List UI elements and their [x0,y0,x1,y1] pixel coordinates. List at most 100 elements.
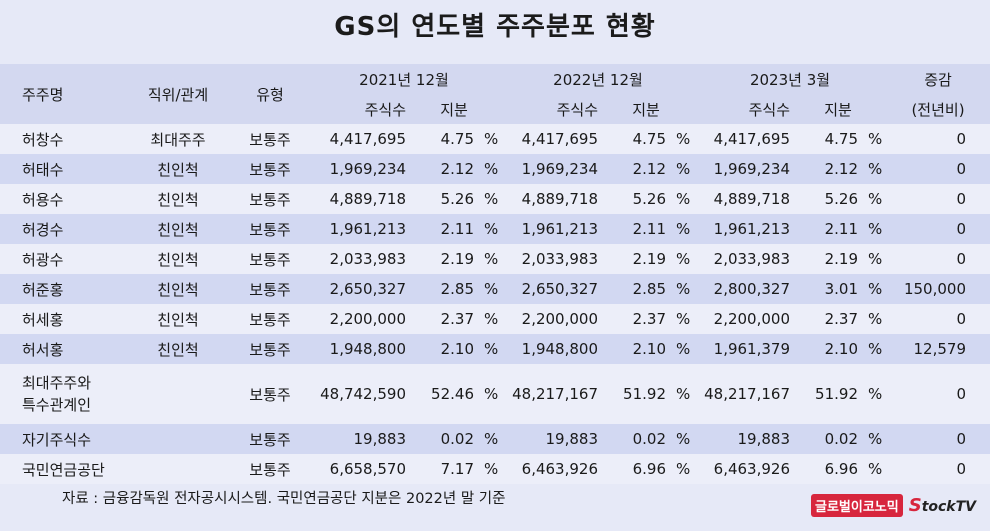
cell-p1: 2.19 [406,244,474,274]
cell-chg: 0 [886,214,990,244]
cell-s2: 1,961,213 [502,214,598,244]
cell-name: 허세홍 [0,304,122,334]
cell-s2: 4,417,695 [502,124,598,154]
cell-p3: 5.26 [790,184,858,214]
cell-p3: 2.37 [790,304,858,334]
cell-s1: 4,417,695 [306,124,406,154]
cell-name: 허광수 [0,244,122,274]
cell-type: 보통주 [234,304,306,334]
cell-p2: 2.12 [598,154,666,184]
cell-p1: 4.75 [406,124,474,154]
cell-role: 최대주주 [122,124,234,154]
cell-name: 허서홍 [0,334,122,364]
cell-type: 보통주 [234,124,306,154]
cell-p3: 4.75 [790,124,858,154]
table-row-treasury: 자기주식수 보통주 19,883 0.02 % 19,883 0.02 % 19… [0,424,990,454]
cell-p2: 2.11 [598,214,666,244]
cell-s2: 2,650,327 [502,274,598,304]
cell-p3: 3.01 [790,274,858,304]
cell-name: 허경수 [0,214,122,244]
globe-economic-logo: 글로벌이코노믹 [810,494,903,517]
cell-s1: 2,033,983 [306,244,406,274]
cell-s3: 1,961,213 [694,214,790,244]
page-title: GS의 연도별 주주분포 현황 [334,12,656,42]
source-note: 자료 : 금융감독원 전자공시시스템. 국민연금공단 지분은 2022년 말 기… [62,491,506,507]
header-change: 증감 [886,64,990,94]
cell-s3: 1,961,379 [694,334,790,364]
cell-role: 친인척 [122,184,234,214]
cell-name: 허준홍 [0,274,122,304]
table-row: 허준홍 친인척 보통주 2,650,327 2.85% 2,650,327 2.85% 2,8… [0,274,990,304]
cell-p2: 2.37 [598,304,666,334]
cell-role: 친인척 [122,154,234,184]
cell-p2: 2.10 [598,334,666,364]
cell-type: 보통주 [234,244,306,274]
table-row-total: 최대주주와 특수관계인 보통주 48,742,590 52.46 % 48,21… [0,364,990,424]
header-shares: 주식수 [694,94,790,124]
cell-s1: 1,969,234 [306,154,406,184]
header-ratio: 지분 [406,94,502,124]
cell-s2: 1,948,800 [502,334,598,364]
cell-type: 보통주 [234,154,306,184]
cell-p2: 2.19 [598,244,666,274]
cell-p3: 2.10 [790,334,858,364]
cell-s2: 1,969,234 [502,154,598,184]
header-period-2023: 2023년 3월 [694,64,886,94]
cell-s3: 1,969,234 [694,154,790,184]
cell-role: 친인척 [122,334,234,364]
table-row: 허용수 친인척 보통주 4,889,718 5.26% 4,889,718 5.26% 4,8… [0,184,990,214]
table-row: 허광수 친인척 보통주 2,033,983 2.19% 2,033,983 2.19% 2,0… [0,244,990,274]
stocktv-logo: StockTV [908,495,976,516]
cell-s3: 2,200,000 [694,304,790,334]
table-row: 허세홍 친인척 보통주 2,200,000 2.37% 2,200,000 2.37% 2,2… [0,304,990,334]
cell-p3: 2.19 [790,244,858,274]
cell-p1: 2.85 [406,274,474,304]
cell-s1: 4,889,718 [306,184,406,214]
cell-chg: 0 [886,124,990,154]
header-type: 유형 [234,64,306,124]
cell-chg: 0 [886,244,990,274]
header-shares: 주식수 [306,94,406,124]
table-row: 허서홍 친인척 보통주 1,948,800 2.10% 1,948,800 2.10% 1,9… [0,334,990,364]
header-ratio: 지분 [790,94,886,124]
header-row-1: 주주명 직위/관계 유형 2021년 12월 2022년 12월 2023년 3… [0,64,990,124]
cell-chg: 0 [886,184,990,214]
header-ratio: 지분 [598,94,694,124]
cell-type: 보통주 [234,274,306,304]
cell-p2: 5.26 [598,184,666,214]
header-row-2: 주식수 지분 주식수 지분 주식수 지분 (전년비) [0,94,990,124]
cell-type: 보통주 [234,214,306,244]
cell-role: 친인척 [122,274,234,304]
cell-p1: 2.37 [406,304,474,334]
cell-p1: 2.10 [406,334,474,364]
cell-p2: 2.85 [598,274,666,304]
cell-role: 친인척 [122,214,234,244]
cell-p1: 2.11 [406,214,474,244]
header-period-2022: 2022년 12월 [502,64,694,94]
cell-p2: 4.75 [598,124,666,154]
cell-s3: 2,800,327 [694,274,790,304]
cell-s3: 4,417,695 [694,124,790,154]
cell-p3: 2.12 [790,154,858,184]
cell-chg: 0 [886,154,990,184]
cell-name: 허용수 [0,184,122,214]
cell-type: 보통주 [234,334,306,364]
cell-role: 친인척 [122,244,234,274]
header-change-sub: (전년비) [886,94,990,124]
cell-role: 친인척 [122,304,234,334]
shareholder-table: 주주명 직위/관계 유형 2021년 12월 2022년 12월 2023년 3… [0,64,990,484]
cell-s1: 2,200,000 [306,304,406,334]
header-period-2021: 2021년 12월 [306,64,502,94]
cell-s3: 4,889,718 [694,184,790,214]
cell-s1: 1,961,213 [306,214,406,244]
cell-s1: 2,650,327 [306,274,406,304]
cell-name: 허태수 [0,154,122,184]
table-row: 허경수 친인척 보통주 1,961,213 2.11% 1,961,213 2.11% 1,9… [0,214,990,244]
cell-p3: 2.11 [790,214,858,244]
cell-p1: 2.12 [406,154,474,184]
table-row: 허태수 친인척 보통주 1,969,234 2.12% 1,969,234 2.12% 1,9… [0,154,990,184]
header-name: 주주명 [0,64,122,124]
header-shares: 주식수 [502,94,598,124]
cell-chg: 12,579 [886,334,990,364]
cell-s3: 2,033,983 [694,244,790,274]
